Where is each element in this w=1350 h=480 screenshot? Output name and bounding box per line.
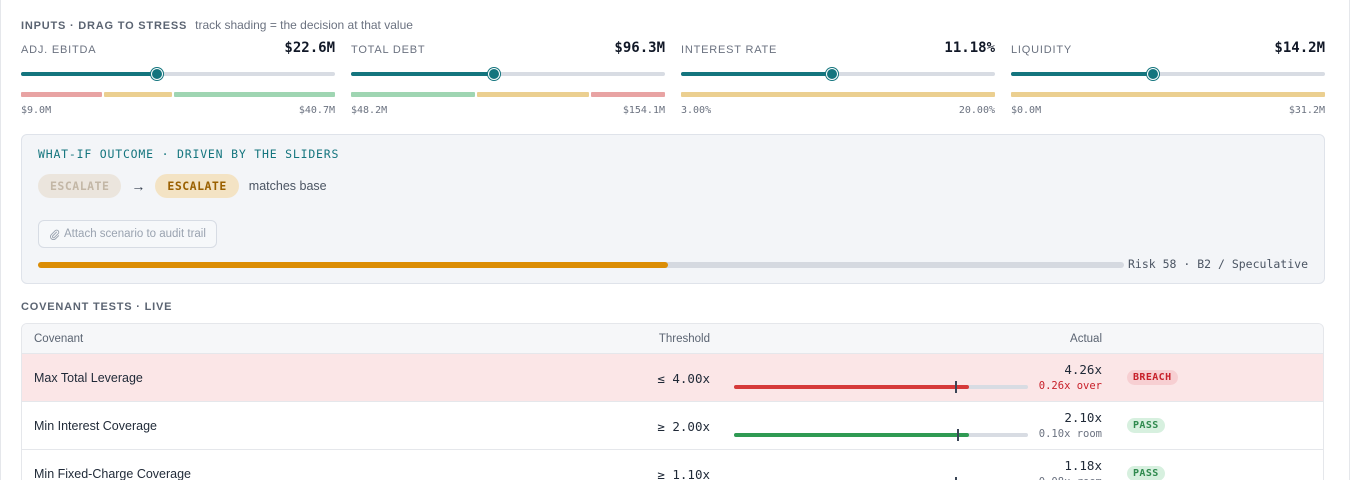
slider-total-debt[interactable]: TOTAL DEBT $96.3M $48.2M $154.1M: [351, 40, 665, 120]
slider-max: 20.00%: [958, 105, 995, 116]
decision-zone-shading: [681, 92, 995, 97]
slider-value: $14.2M: [1274, 40, 1325, 56]
inputs-section-title: INPUTS · DRAG TO STRESS: [21, 20, 188, 32]
slider-group: ADJ. EBITDA $22.6M $9.0M $40.7M TOTAL DEBT $9…: [21, 40, 1325, 120]
slider-label: INTEREST RATE: [681, 44, 778, 56]
covenant-headroom: 0.08x room: [1039, 476, 1102, 480]
covenant-gauge-fill: [734, 385, 970, 389]
covenant-gauge-fill: [734, 433, 970, 437]
slider-fill: [21, 72, 157, 76]
covenant-gauge: [734, 381, 1028, 393]
covenant-name: Min Fixed-Charge Coverage: [34, 467, 192, 480]
risk-score-bar: [38, 262, 1124, 268]
attach-scenario-button[interactable]: Attach scenario to audit trail: [38, 220, 217, 248]
risk-score-label: Risk 58 · B2 / Speculative: [1127, 257, 1308, 271]
arrow-right-icon: →: [131, 178, 146, 194]
slider-track[interactable]: [681, 68, 995, 80]
decision-zone: [173, 92, 335, 97]
covenant-table-header: Covenant Threshold Actual: [22, 324, 1323, 354]
slider-label: ADJ. EBITDA: [21, 44, 97, 56]
covenant-name: Max Total Leverage: [34, 371, 143, 385]
table-row[interactable]: Min Fixed-Charge Coverage ≥ 1.10x 1.18x 0.0…: [22, 450, 1323, 480]
slider-thumb[interactable]: [1147, 68, 1160, 80]
decision-zone-shading: [351, 92, 665, 97]
slider-label: TOTAL DEBT: [351, 44, 426, 56]
attach-scenario-label: Attach scenario to audit trail: [64, 228, 206, 240]
covenant-name: Min Interest Coverage: [34, 419, 157, 433]
slider-min: $48.2M: [351, 105, 388, 116]
decision-compare-note: matches base: [248, 179, 327, 193]
covenant-headroom: 0.10x room: [1038, 428, 1102, 440]
covenant-threshold: ≥ 2.00x: [657, 419, 710, 434]
decision-zone: [103, 92, 172, 97]
decision-zone-shading: [21, 92, 335, 97]
table-row[interactable]: Max Total Leverage ≤ 4.00x 4.26x 0.26x over…: [22, 354, 1323, 402]
covenant-threshold-marker: [954, 381, 957, 393]
what-if-title: WHAT-IF OUTCOME · DRIVEN BY THE SLIDERS: [38, 147, 340, 161]
slider-label: LIQUIDITY: [1011, 44, 1072, 56]
slider-thumb[interactable]: [150, 68, 163, 80]
slider-value: $22.6M: [284, 40, 335, 56]
table-row[interactable]: Min Interest Coverage ≥ 2.00x 2.10x 0.10x r…: [22, 402, 1323, 450]
column-header-threshold: Threshold: [658, 333, 710, 345]
covenant-actual: 4.26x: [1064, 362, 1102, 377]
slider-thumb[interactable]: [487, 68, 500, 80]
what-if-outcome-panel: WHAT-IF OUTCOME · DRIVEN BY THE SLIDERS …: [21, 134, 1325, 284]
covenant-section-title: COVENANT TESTS · LIVE: [21, 301, 173, 313]
decision-zone: [590, 92, 665, 97]
slider-max: $154.1M: [622, 105, 665, 116]
slider-max: $40.7M: [298, 105, 335, 116]
slider-track[interactable]: [351, 68, 665, 80]
slider-fill: [681, 72, 832, 76]
column-header-actual: Actual: [1070, 333, 1102, 345]
covenant-threshold-marker: [957, 429, 960, 441]
slider-value: 11.18%: [944, 40, 995, 56]
decision-zone: [21, 92, 102, 97]
covenant-actual: 1.18x: [1064, 458, 1102, 473]
slider-min: $9.0M: [21, 105, 52, 116]
covenant-threshold-marker: [954, 477, 957, 480]
scenario-decision-pill: ESCALATE: [155, 174, 239, 198]
slider-track[interactable]: [21, 68, 335, 80]
slider-max: $31.2M: [1288, 105, 1325, 116]
covenant-table: Covenant Threshold Actual Max Total Leve…: [21, 323, 1324, 480]
paperclip-icon: [50, 229, 60, 240]
decision-zone-shading: [1011, 92, 1325, 97]
slider-min: $0.0M: [1011, 105, 1042, 116]
covenant-threshold: ≤ 4.00x: [657, 371, 710, 386]
risk-score-fill: [38, 262, 668, 268]
covenant-headroom: 0.26x over: [1038, 380, 1102, 392]
decision-zone: [351, 92, 475, 97]
covenant-rows: Max Total Leverage ≤ 4.00x 4.26x 0.26x over…: [22, 354, 1323, 480]
slider-track[interactable]: [1011, 68, 1325, 80]
slider-thumb[interactable]: [825, 68, 838, 80]
covenant-actual: 2.10x: [1064, 410, 1102, 425]
covenant-threshold: ≥ 1.10x: [657, 467, 710, 480]
slider-adj-ebitda[interactable]: ADJ. EBITDA $22.6M $9.0M $40.7M: [21, 40, 335, 120]
status-badge: PASS: [1127, 418, 1165, 433]
base-decision-pill: ESCALATE: [38, 174, 122, 198]
covenant-gauge: [734, 429, 1028, 441]
slider-liquidity[interactable]: LIQUIDITY $14.2M $0.0M $31.2M: [1011, 40, 1325, 120]
decision-zone: [681, 92, 995, 97]
slider-interest-rate[interactable]: INTEREST RATE 11.18% 3.00% 20.00%: [681, 40, 995, 120]
status-badge: BREACH: [1127, 370, 1178, 385]
slider-fill: [1011, 72, 1154, 76]
status-badge: PASS: [1127, 466, 1165, 480]
inputs-section-hint: track shading = the decision at that val…: [195, 18, 413, 32]
slider-fill: [351, 72, 494, 76]
inputs-section-header: INPUTS · DRAG TO STRESS track shading = …: [21, 18, 413, 32]
decision-zone: [477, 92, 589, 97]
column-header-covenant: Covenant: [34, 333, 84, 345]
decision-zone: [1011, 92, 1325, 97]
slider-value: $96.3M: [614, 40, 665, 56]
decision-comparison: ESCALATE → ESCALATE matches base: [38, 174, 327, 198]
slider-min: 3.00%: [681, 105, 712, 116]
